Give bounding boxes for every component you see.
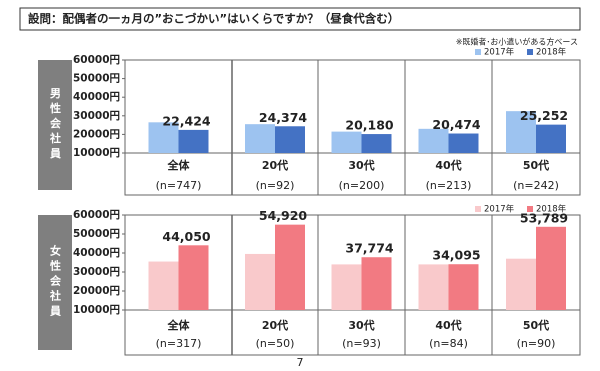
legend-label: 2018年 <box>536 47 567 58</box>
bar <box>361 134 392 153</box>
bar <box>448 133 479 153</box>
y-tick-label: 60000円 <box>73 54 120 66</box>
category-note: (n=317) <box>156 337 202 350</box>
category-note: (n=50) <box>256 337 295 350</box>
bar <box>178 129 209 153</box>
category-note: (n=92) <box>256 179 295 192</box>
bar <box>506 111 536 153</box>
category-note: (n=93) <box>342 337 381 350</box>
bar <box>245 253 275 310</box>
category-note: (n=200) <box>339 179 385 192</box>
value-label: 54,920 <box>259 208 308 223</box>
y-tick-label: 40000円 <box>73 91 120 103</box>
y-tick-label: 40000円 <box>73 247 120 259</box>
value-label: 22,424 <box>162 113 211 128</box>
bar <box>506 258 536 310</box>
plot-frame <box>124 59 581 196</box>
x-tick-label: 全体 <box>167 318 191 332</box>
y-tick-label: 20000円 <box>73 285 120 297</box>
value-label: 20,180 <box>345 118 394 133</box>
title: 設問：配偶者の一ヵ月の”おこづかい”はいくらですか？（昼食代含む） <box>28 12 399 26</box>
category-note: (n=90) <box>517 337 556 350</box>
bar <box>148 122 179 153</box>
bar <box>148 261 179 310</box>
category-note: (n=747) <box>156 179 202 192</box>
note: ※既婚者･お小遣いがある方ベース <box>456 37 578 47</box>
category-note: (n=213) <box>426 179 472 192</box>
y-tick-label: 10000円 <box>73 147 120 159</box>
value-label: 37,774 <box>345 241 394 256</box>
legend-label: 2017年 <box>484 204 515 215</box>
legend-label: 2017年 <box>484 47 515 58</box>
x-tick-label: 20代 <box>262 318 288 332</box>
value-label: 20,474 <box>432 117 481 132</box>
page-number: 7 <box>297 356 304 369</box>
y-tick-label: 10000円 <box>73 304 120 316</box>
group-label: 男性会社員 <box>49 87 63 162</box>
y-tick-label: 20000円 <box>73 128 120 140</box>
bar <box>418 128 449 153</box>
category-note: (n=242) <box>513 179 559 192</box>
y-tick-label: 60000円 <box>73 209 120 221</box>
group-box <box>38 215 72 350</box>
x-tick-label: 50代 <box>523 318 549 332</box>
bar <box>331 264 362 310</box>
title-box <box>19 7 581 31</box>
legend-swatch <box>527 49 533 55</box>
bar <box>245 124 275 153</box>
bar <box>275 224 305 310</box>
group-box <box>38 60 72 190</box>
y-tick-label: 50000円 <box>73 73 120 85</box>
plot-frame <box>124 214 581 356</box>
bar <box>178 245 209 310</box>
y-tick-label: 30000円 <box>73 110 120 122</box>
category-note: (n=84) <box>429 337 468 350</box>
value-label: 44,050 <box>162 229 211 244</box>
bar <box>536 226 566 310</box>
y-tick-label: 50000円 <box>73 228 120 240</box>
x-tick-label: 30代 <box>348 318 374 332</box>
x-tick-label: 20代 <box>262 158 288 172</box>
value-label: 24,374 <box>259 110 308 125</box>
bar <box>361 257 392 310</box>
x-tick-label: 50代 <box>523 158 549 172</box>
y-tick-label: 30000円 <box>73 266 120 278</box>
x-tick-label: 30代 <box>348 158 374 172</box>
legend-label: 2018年 <box>536 204 567 215</box>
value-label: 53,789 <box>520 210 568 225</box>
bar <box>448 264 479 310</box>
bar <box>536 124 566 153</box>
legend-swatch <box>475 49 481 55</box>
bar <box>418 264 449 310</box>
legend-swatch <box>475 206 481 212</box>
value-label: 25,252 <box>520 108 568 123</box>
bar <box>275 126 305 153</box>
value-label: 34,095 <box>432 248 480 263</box>
x-tick-label: 全体 <box>167 158 191 172</box>
bar <box>331 131 362 153</box>
group-label: 女性会社員 <box>49 244 63 320</box>
legend-swatch <box>527 206 533 212</box>
x-tick-label: 40代 <box>435 318 461 332</box>
x-tick-label: 40代 <box>435 158 461 172</box>
